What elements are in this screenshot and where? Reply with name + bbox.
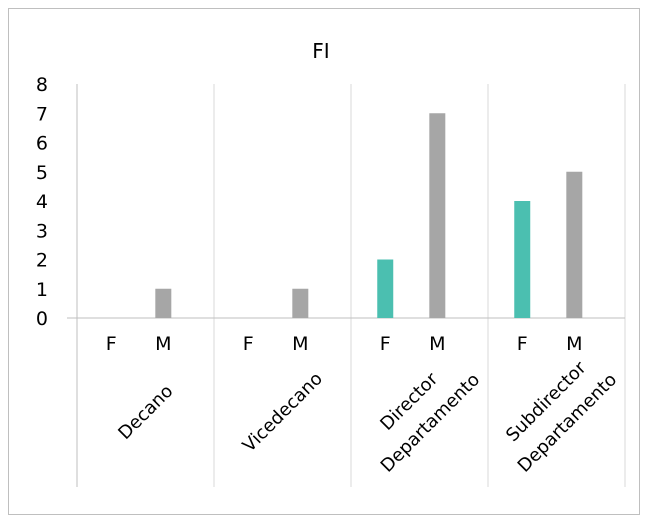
- x-category-label: F: [380, 333, 391, 355]
- y-tick-label: 7: [36, 103, 48, 125]
- x-category-label: M: [155, 333, 171, 355]
- bar-f: [377, 259, 394, 318]
- group-label: SubdirectorDepartamento: [493, 348, 622, 477]
- x-category-label: M: [429, 333, 445, 355]
- chart-frame: [8, 8, 640, 515]
- y-tick-label: 8: [36, 74, 48, 96]
- bar-f: [514, 201, 531, 318]
- x-category-label: M: [566, 333, 582, 355]
- bar-m: [429, 113, 446, 318]
- y-tick-label: 1: [36, 279, 48, 301]
- y-tick-label: 6: [36, 133, 48, 155]
- x-category-label: F: [517, 333, 528, 355]
- group-label-line: Vicedecano: [239, 368, 327, 456]
- bar-m: [292, 288, 309, 318]
- y-tick-label: 4: [36, 191, 48, 213]
- y-tick-label: 2: [36, 250, 48, 272]
- x-category-label: F: [106, 333, 117, 355]
- y-tick-label: 5: [36, 162, 48, 184]
- y-tick-label: 0: [36, 308, 48, 330]
- group-label-line: Decano: [114, 381, 177, 444]
- y-tick-label: 3: [36, 220, 48, 242]
- bar-m: [566, 171, 583, 318]
- chart-title: FI: [312, 39, 329, 63]
- x-category-label: M: [292, 333, 308, 355]
- group-label: Decano: [114, 381, 177, 444]
- bar-m: [155, 288, 172, 318]
- group-label: DirectorDepartamento: [356, 348, 485, 477]
- group-label: Vicedecano: [239, 368, 327, 456]
- x-category-label: F: [243, 333, 254, 355]
